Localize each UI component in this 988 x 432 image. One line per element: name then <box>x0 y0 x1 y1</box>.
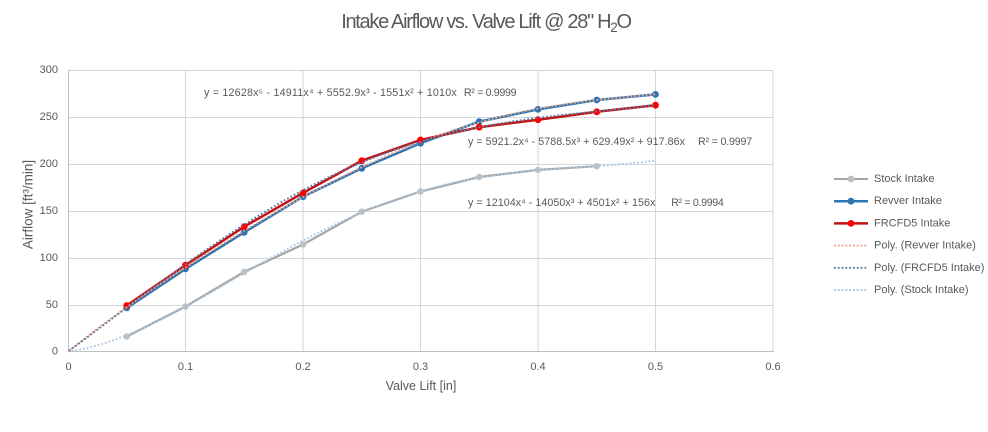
svg-text:Poly. (Stock Intake): Poly. (Stock Intake) <box>874 284 969 296</box>
svg-text:Airflow [ft³/min]: Airflow [ft³/min] <box>21 160 36 249</box>
svg-text:Poly. (FRCFD5 Intake): Poly. (FRCFD5 Intake) <box>874 262 984 274</box>
svg-text:Poly. (Revver Intake): Poly. (Revver Intake) <box>874 240 976 252</box>
svg-text:0: 0 <box>65 361 71 373</box>
svg-text:y = 12628x⁵ - 14911x⁴ + 5552.9: y = 12628x⁵ - 14911x⁴ + 5552.9x³ - 1551x… <box>204 87 457 99</box>
svg-text:Revver Intake: Revver Intake <box>874 195 942 207</box>
svg-text:200: 200 <box>40 158 58 170</box>
svg-text:y = 12104x⁴ - 14050x³ + 4501x²: y = 12104x⁴ - 14050x³ + 4501x² + 156x <box>468 197 656 209</box>
svg-text:250: 250 <box>40 111 58 123</box>
svg-text:R² = 0.9999: R² = 0.9999 <box>464 87 517 99</box>
svg-text:0.3: 0.3 <box>413 361 428 373</box>
svg-text:y = 5921.2x⁴ - 5788.5x³ + 629.: y = 5921.2x⁴ - 5788.5x³ + 629.49x² + 917… <box>468 136 686 148</box>
svg-text:Stock Intake: Stock Intake <box>874 173 935 185</box>
svg-text:50: 50 <box>46 299 58 311</box>
svg-text:0.4: 0.4 <box>530 361 545 373</box>
svg-text:FRCFD5 Intake: FRCFD5 Intake <box>874 217 950 229</box>
svg-text:Valve Lift [in]: Valve Lift [in] <box>386 379 457 393</box>
svg-text:300: 300 <box>40 64 58 76</box>
svg-text:R² = 0.9994: R² = 0.9994 <box>671 197 724 209</box>
svg-text:0.6: 0.6 <box>765 361 780 373</box>
svg-text:0.2: 0.2 <box>295 361 310 373</box>
svg-text:Intake Airflow vs. Valve Lift: Intake Airflow vs. Valve Lift @ 28" H2O <box>341 11 631 35</box>
svg-text:R² = 0.9997: R² = 0.9997 <box>698 136 752 148</box>
svg-text:0.1: 0.1 <box>178 361 193 373</box>
svg-text:0.5: 0.5 <box>648 361 663 373</box>
svg-text:0: 0 <box>52 345 58 357</box>
svg-text:100: 100 <box>40 252 58 264</box>
svg-text:150: 150 <box>40 205 58 217</box>
